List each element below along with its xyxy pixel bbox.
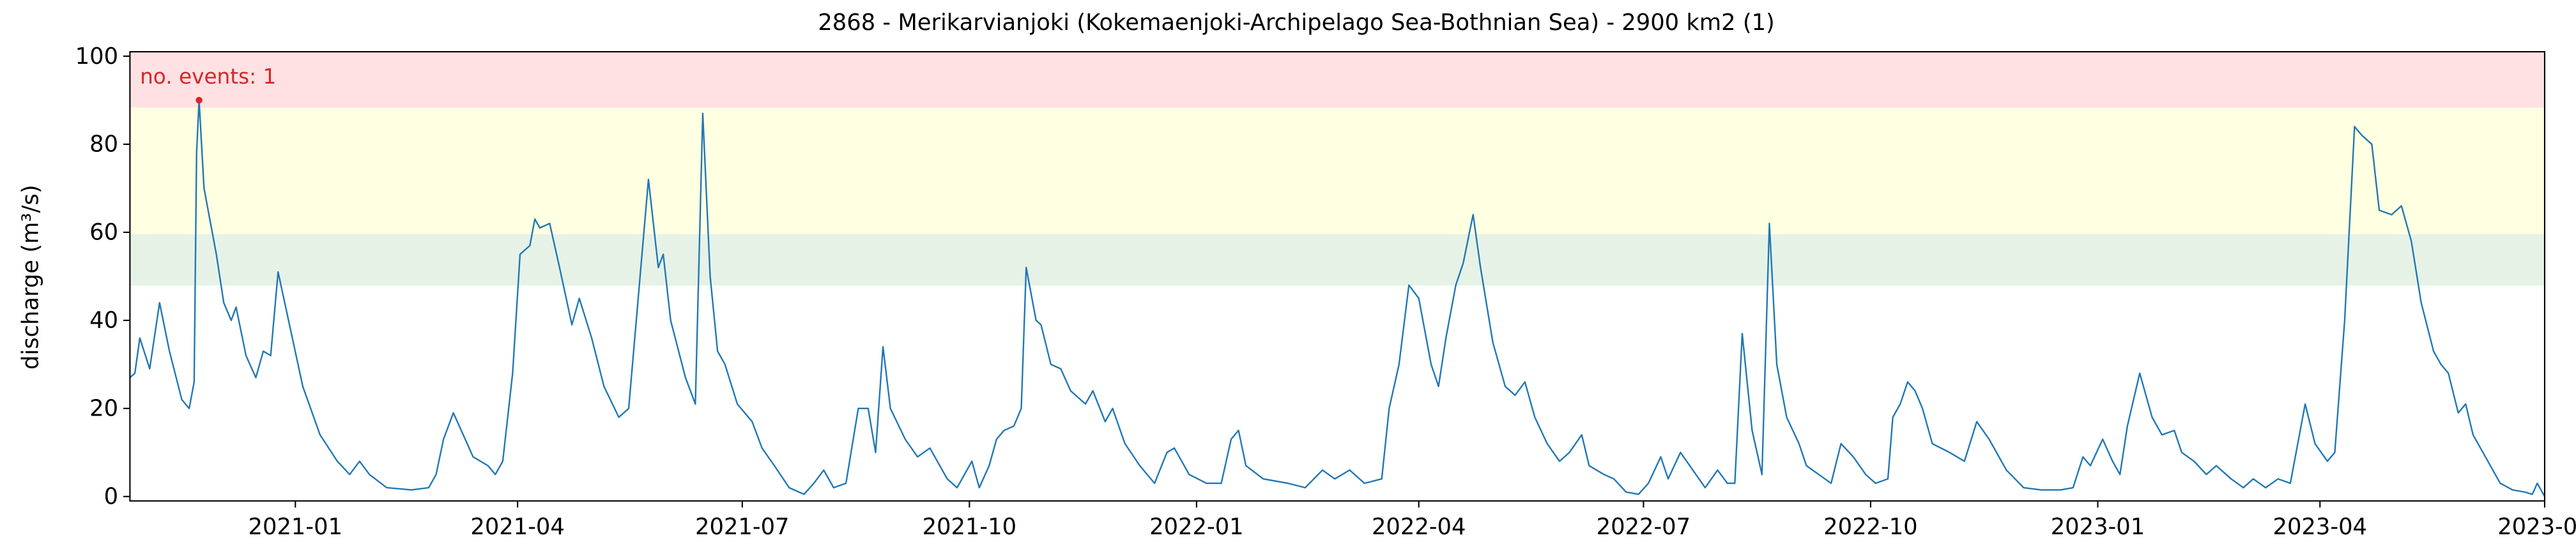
x-tick-label: 2021-07 [695, 514, 789, 540]
discharge-line [129, 99, 2545, 497]
x-tick-label: 2022-01 [1149, 514, 1243, 540]
plot-frame [129, 51, 2545, 502]
threshold-band [130, 52, 2545, 108]
x-tick-label: 2023-04 [2273, 514, 2367, 540]
x-tick-label: 2022-07 [1597, 514, 1690, 540]
x-tick-label: 2021-10 [923, 514, 1016, 540]
y-axis-label: discharge (m³/s) [18, 184, 44, 370]
threshold-band [130, 234, 2545, 286]
y-tick-label: 100 [75, 43, 118, 70]
chart-title: 2868 - Merikarvianjoki (Kokemaenjoki-Arc… [818, 10, 1775, 36]
x-tick-label: 2023-01 [2051, 514, 2145, 540]
y-tick-label: 20 [89, 396, 118, 422]
event-marker [195, 96, 203, 104]
event-count: no. events: 1 [140, 64, 276, 89]
threshold-band [130, 107, 2545, 234]
y-tick-label: 80 [89, 131, 118, 158]
y-tick-label: 40 [89, 308, 118, 334]
x-tick-label: 2022-10 [1823, 514, 1917, 540]
y-tick-label: 60 [89, 220, 118, 246]
x-tick-label: 2021-01 [249, 514, 342, 540]
x-tick-label: 2022-04 [1372, 514, 1466, 540]
x-tick-label: 2023-07 [2497, 514, 2576, 540]
y-tick-label: 0 [104, 484, 118, 510]
x-tick-label: 2021-04 [470, 514, 564, 540]
